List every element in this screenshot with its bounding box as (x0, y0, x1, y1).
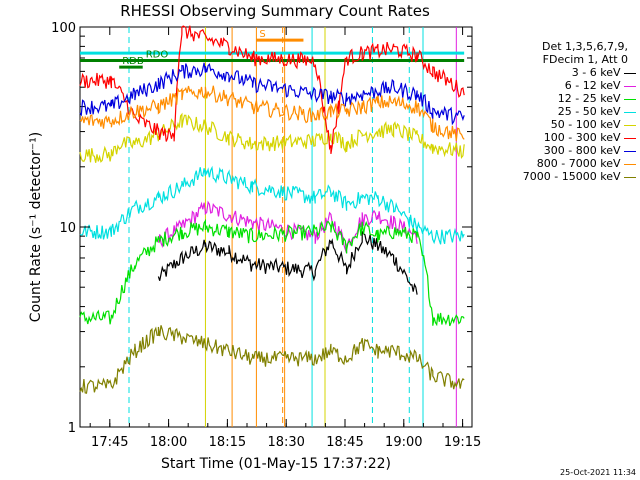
legend-entry: 25 - 50 keV (558, 105, 636, 118)
y-ticks: 1 10 100 (51, 21, 472, 436)
x-tick-label: 19:15 (444, 435, 481, 450)
timestamp: 25-Oct-2021 11:34 (560, 468, 636, 477)
series-line (79, 325, 465, 394)
legend-swatch (624, 111, 636, 113)
legend-entry: 100 - 300 keV (544, 131, 636, 144)
y-tick-label: 10 (59, 221, 76, 236)
legend-label: 7000 - 15000 keV (522, 170, 624, 183)
series-line (157, 200, 418, 254)
legend-label: 800 - 7000 keV (536, 157, 624, 170)
flag-label: RDO (146, 49, 169, 60)
series-line (79, 25, 465, 154)
flag-label: RDB (122, 56, 144, 67)
legend-swatch (624, 163, 636, 165)
legend-entry: 12 - 25 keV (558, 92, 636, 105)
legend-entry: 50 - 100 keV (551, 118, 636, 131)
legend-swatch (624, 150, 636, 152)
x-tick-label: 18:15 (209, 435, 246, 450)
x-tick-label: 17:45 (91, 435, 128, 450)
series-line (79, 85, 465, 142)
x-axis-label: Start Time (01-May-15 17:37:22) (161, 456, 391, 472)
x-ticks: 17:45 18:00 18:15 18:30 18:45 19:00 19:15 (89, 27, 481, 450)
y-tick-label: 1 (68, 421, 76, 436)
legend-entry: 800 - 7000 keV (537, 157, 636, 170)
legend-label: 50 - 100 keV (550, 118, 624, 131)
flag-label: S (259, 29, 265, 40)
series-line (79, 62, 465, 126)
legend-entry: 6 - 12 keV (565, 79, 636, 92)
legend-entry: 300 - 800 keV (544, 144, 636, 157)
y-axis-label: Count Rate (s⁻¹ detector⁻¹) (28, 132, 44, 322)
legend-label: 6 - 12 keV (564, 79, 624, 92)
x-tick-label: 18:00 (150, 435, 187, 450)
legend-label: 100 - 300 keV (543, 131, 624, 144)
y-tick-label: 100 (51, 21, 76, 36)
x-tick-label: 18:30 (267, 435, 304, 450)
legend-swatch (624, 85, 636, 87)
legend-label: 3 - 6 keV (571, 66, 624, 79)
series-line (79, 112, 465, 163)
minor-ticks (80, 35, 472, 368)
legend-entry: 3 - 6 keV (572, 66, 636, 79)
series-group (79, 25, 465, 394)
series-line (157, 230, 418, 295)
legend-label: 300 - 800 keV (543, 144, 624, 157)
chart-title: RHESSI Observing Summary Count Rates (120, 2, 430, 20)
series-line (79, 218, 465, 327)
legend-entry: 7000 - 15000 keV (523, 170, 636, 183)
x-tick-label: 18:45 (326, 435, 363, 450)
legend-header: Det 1,3,5,6,7,9, (541, 40, 628, 53)
legend-label: 25 - 50 keV (557, 105, 624, 118)
legend-swatch (624, 137, 636, 139)
legend-swatch (624, 98, 636, 100)
legend-header: FDecim 1, Att 0 (542, 53, 628, 66)
legend-swatch (624, 72, 636, 74)
legend-swatch (624, 124, 636, 126)
legend-swatch (624, 176, 636, 178)
x-tick-label: 19:00 (385, 435, 422, 450)
legend-label: 12 - 25 keV (557, 92, 624, 105)
series-line (79, 165, 465, 245)
